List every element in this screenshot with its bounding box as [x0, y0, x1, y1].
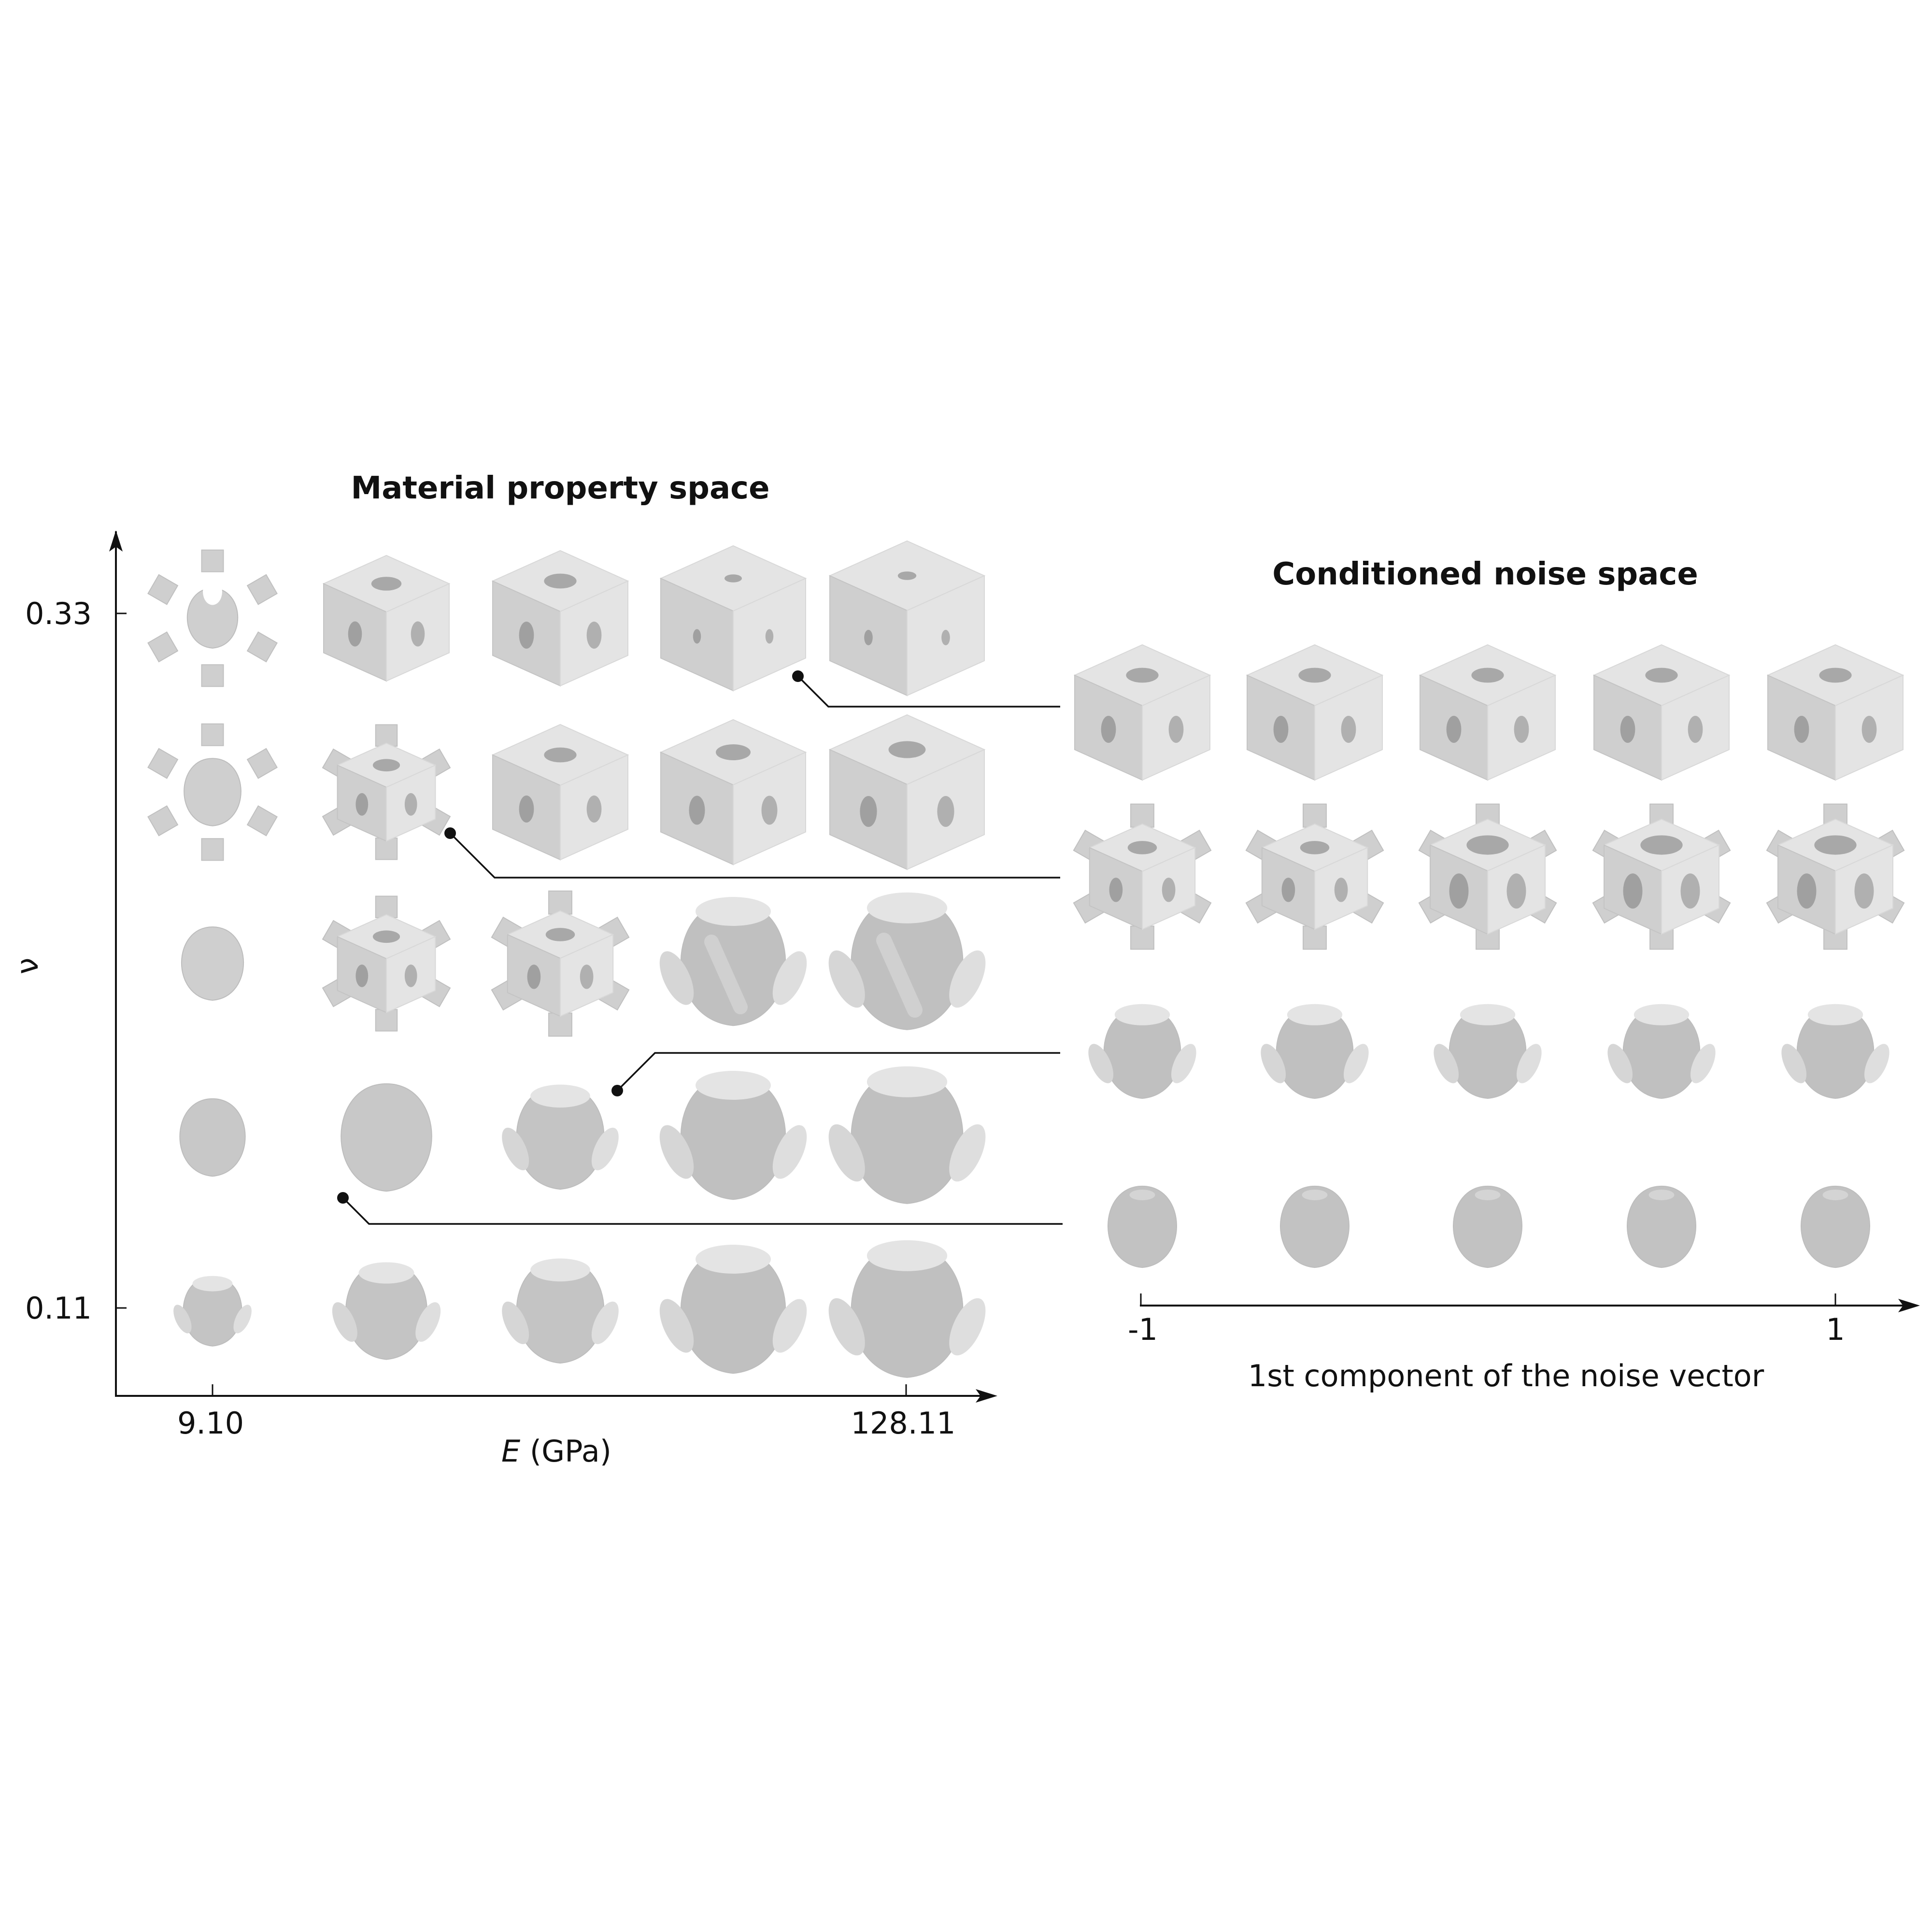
- left-shape-r2-c3: [491, 724, 629, 861]
- left-shape-r4-c3: [502, 1084, 619, 1190]
- left-panel-title: Material property space: [351, 470, 770, 506]
- left-shape-r1-c5: [828, 540, 986, 696]
- noise-tick-max: 1: [1826, 1312, 1845, 1347]
- right-shape-r3-c2: [1261, 1004, 1369, 1099]
- right-shape-r4-c4: [1627, 1185, 1696, 1268]
- left-x-axis: [115, 1384, 997, 1403]
- right-x-axis: [1140, 1293, 1920, 1312]
- connector-2: [449, 832, 1060, 879]
- right-shape-r2-c5: [1766, 803, 1905, 950]
- left-shape-r1-c1: [147, 549, 278, 687]
- left-shape-r3-c5: [828, 892, 986, 1030]
- right-shape-r1-c1: [1073, 644, 1211, 781]
- left-shape-r3-c3: [491, 890, 630, 1037]
- right-shape-r2-c2: [1245, 803, 1384, 950]
- left-shape-r1-c2: [322, 554, 451, 682]
- left-shape-r3-c4: [659, 897, 807, 1026]
- left-shape-r3-c2: [322, 895, 451, 1032]
- x-tick-max: 128.11: [851, 1406, 956, 1441]
- right-panel-title: Conditioned noise space: [1272, 556, 1698, 592]
- connector-1: [797, 675, 1060, 708]
- left-shape-r4-c5: [828, 1066, 986, 1204]
- left-shape-r5-c5: [828, 1240, 986, 1378]
- right-shape-r4-c3: [1453, 1185, 1522, 1268]
- left-shape-r4-c2: [341, 1083, 432, 1192]
- left-shape-r4-c4: [659, 1071, 807, 1200]
- y-axis-label: ν: [10, 958, 45, 975]
- right-shape-r3-c5: [1781, 1004, 1889, 1099]
- x-tick-min: 9.10: [177, 1406, 244, 1441]
- connector-3: [616, 1052, 1060, 1092]
- right-shape-r4-c2: [1280, 1185, 1350, 1268]
- left-shape-r2-c1: [147, 723, 278, 861]
- connector-1-dot: [792, 670, 804, 682]
- connector-3-dot: [611, 1085, 623, 1096]
- right-shape-r3-c3: [1434, 1004, 1542, 1099]
- right-shape-r1-c5: [1766, 644, 1904, 781]
- noise-axis-label: 1st component of the noise vector: [1248, 1358, 1764, 1393]
- left-shape-r3-c1: [181, 926, 244, 1001]
- left-shape-r2-c5: [828, 714, 986, 870]
- right-shape-r2-c1: [1073, 803, 1212, 950]
- connector-4: [342, 1197, 1063, 1225]
- left-shape-r1-c4: [659, 545, 807, 692]
- right-shape-r2-c4: [1592, 803, 1731, 950]
- left-shape-r5-c3: [502, 1258, 619, 1364]
- right-shape-r4-c1: [1108, 1185, 1177, 1268]
- y-tick-bottom: 0.11: [25, 1291, 92, 1326]
- left-shape-r4-c1: [179, 1098, 246, 1177]
- left-shape-r2-c4: [659, 719, 807, 866]
- noise-tick-min: -1: [1128, 1312, 1158, 1347]
- left-shape-r5-c1: [173, 1276, 252, 1347]
- left-shape-r2-c2: [322, 724, 451, 860]
- left-y-axis: [109, 530, 127, 1396]
- x-axis-label: E (GPa): [501, 1434, 611, 1469]
- right-shape-r1-c4: [1592, 644, 1731, 781]
- right-shape-r3-c4: [1607, 1004, 1716, 1099]
- left-shape-r5-c2: [332, 1262, 441, 1360]
- connectors: [337, 670, 1063, 1225]
- right-shape-r3-c1: [1088, 1004, 1196, 1099]
- right-shape-r2-c3: [1418, 803, 1557, 950]
- right-shape-r1-c3: [1419, 644, 1557, 781]
- right-shape-r1-c2: [1246, 644, 1384, 781]
- left-shape-r5-c4: [659, 1245, 807, 1374]
- right-shape-grid: [1073, 644, 1905, 1268]
- left-shape-r1-c3: [491, 550, 629, 687]
- connector-2-dot: [444, 827, 456, 839]
- y-tick-top: 0.33: [25, 596, 92, 631]
- left-shape-grid: [147, 540, 986, 1378]
- right-shape-r4-c5: [1801, 1185, 1870, 1268]
- connector-4-dot: [337, 1192, 349, 1204]
